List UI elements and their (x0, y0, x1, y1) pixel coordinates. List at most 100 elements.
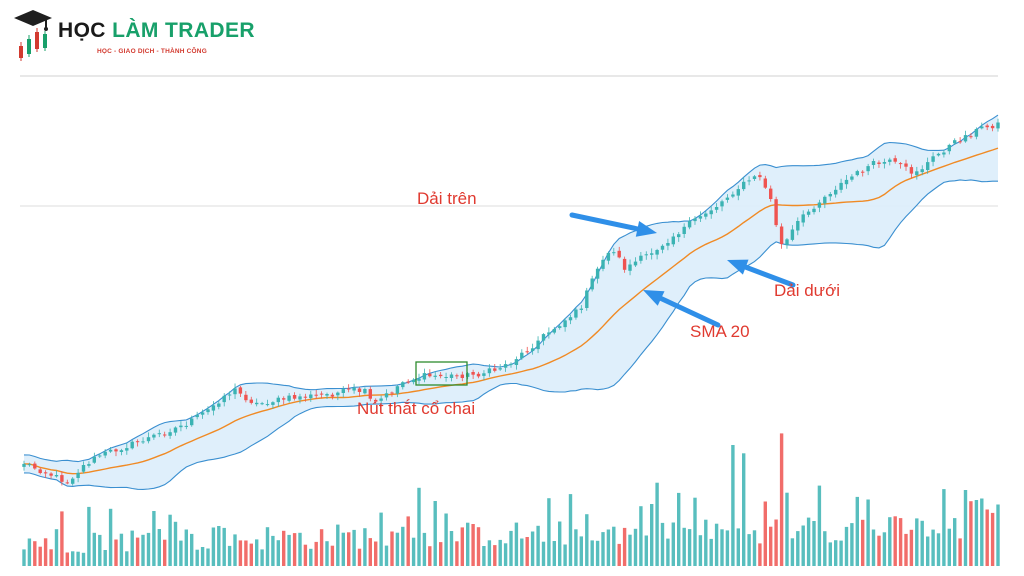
candle (503, 364, 508, 368)
candle (866, 166, 870, 172)
candle (130, 441, 134, 449)
candle (585, 290, 589, 308)
candle (893, 158, 897, 162)
candle (379, 398, 383, 401)
candle (114, 449, 118, 452)
volume-bar (54, 529, 59, 566)
volume-bar (449, 531, 454, 566)
candle (92, 456, 96, 463)
volume-bar (125, 551, 129, 566)
bollinger-band-fill (24, 115, 998, 490)
upper-band-label: Dải trên (417, 189, 477, 208)
candle (660, 245, 665, 250)
volume-bar (60, 511, 64, 566)
candle (806, 211, 811, 215)
volume-bar (920, 520, 924, 566)
sma-arrow (643, 290, 721, 328)
candle (314, 394, 318, 396)
volume-bar (114, 539, 118, 566)
volume-bar (590, 540, 594, 566)
candle (590, 278, 594, 290)
volume-bar (184, 529, 188, 566)
candle (909, 167, 914, 174)
volume-bar (173, 521, 178, 566)
volume-bar (179, 540, 183, 566)
candle (871, 161, 876, 165)
candle (222, 395, 226, 403)
volume-bar (812, 521, 816, 566)
volume-bar (677, 492, 681, 566)
volume-bar (152, 511, 156, 566)
candle (319, 393, 324, 395)
volume-bar (817, 485, 822, 566)
volume-bar (882, 532, 887, 566)
candle (493, 368, 497, 371)
volume-bar (563, 544, 567, 566)
volume-bar (931, 529, 935, 566)
volume-bar (834, 540, 838, 566)
volume-bar (428, 546, 432, 566)
candle (292, 395, 297, 399)
candle (563, 320, 567, 328)
volume-bar (108, 508, 113, 566)
candle (406, 381, 410, 383)
volume-bar (141, 534, 145, 566)
lower-band-arrow-shaft (743, 264, 796, 288)
sma20-line (23, 147, 999, 475)
volume-bar (444, 513, 448, 566)
bottleneck-box (415, 361, 468, 386)
lower-band-arrow (727, 259, 796, 288)
volume-bar (38, 546, 42, 566)
volume-bar (314, 541, 318, 566)
candle (76, 472, 80, 478)
volume-bar (292, 533, 297, 566)
volume-bar (482, 546, 486, 566)
sma-label: SMA 20 (690, 322, 750, 341)
candle (671, 236, 675, 245)
volume-bar (168, 514, 172, 566)
volume-bar (823, 531, 827, 566)
volume-bar (146, 532, 151, 566)
volume-bar (195, 549, 199, 566)
candle (514, 359, 519, 365)
volume-bar (996, 504, 1000, 566)
candle (926, 162, 930, 170)
volume-bar (422, 532, 427, 566)
candle (693, 218, 697, 222)
volume-bar (498, 539, 502, 566)
candle (558, 326, 562, 328)
candle (98, 455, 102, 457)
volume-bar (200, 547, 205, 566)
volume-bar (249, 543, 253, 566)
lower-band-label: Dải dưới (774, 281, 840, 300)
upper-band-arrow-shaft (569, 212, 640, 232)
candle (103, 451, 107, 456)
volume-bar (704, 519, 708, 566)
brand-tagline: HỌC - GIAO DỊCH - THÀNH CÔNG (97, 48, 207, 55)
volume-bar (222, 527, 226, 566)
candle (644, 254, 648, 256)
volume-bar (163, 539, 167, 566)
volume-bar (374, 541, 378, 566)
volume-bar (801, 525, 805, 566)
volume-bar (953, 518, 957, 566)
volume-bar (65, 552, 69, 566)
volume-bar (460, 527, 464, 566)
candle (173, 427, 178, 433)
volume-bar (558, 521, 562, 566)
volume-bar (655, 482, 659, 566)
volume-bar (514, 522, 519, 566)
candle (303, 396, 308, 398)
volume-bar (119, 533, 124, 566)
candle (536, 340, 540, 350)
candle (27, 464, 32, 466)
candle (731, 194, 735, 197)
volume-bar (617, 543, 621, 566)
volume-bar (752, 530, 757, 566)
volume-bar (628, 534, 632, 566)
volume-bar (839, 540, 843, 566)
volume-bar (595, 540, 600, 566)
volume-bar (650, 504, 654, 566)
volume-bar (520, 538, 524, 566)
